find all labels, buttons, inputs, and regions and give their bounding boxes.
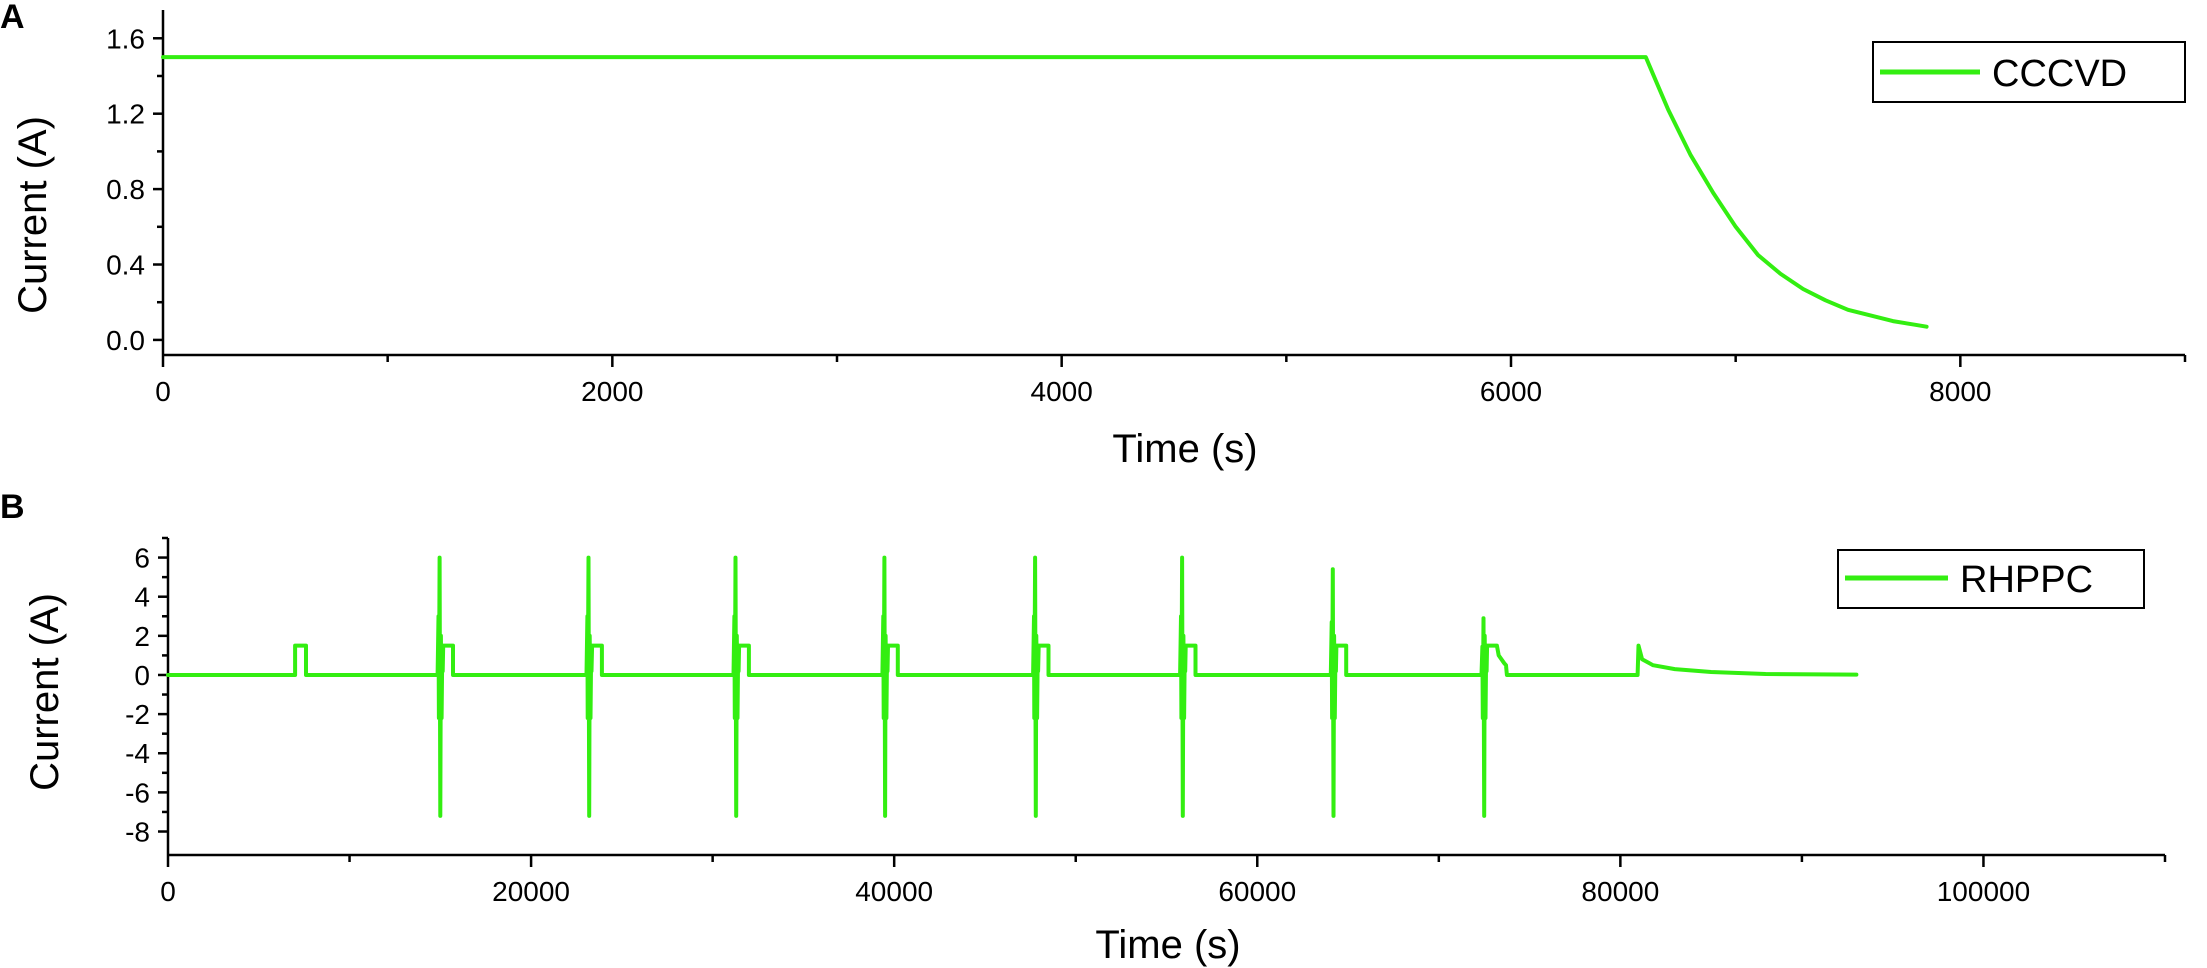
series-line-cccvd xyxy=(161,55,1929,329)
panel-b-x-axis-title: Time (s) xyxy=(1095,923,1240,967)
panel-b-x-tick-label: 100000 xyxy=(1937,876,2030,907)
panel-a-y-tick-label: 0.0 xyxy=(106,325,145,356)
panel-a-axes: 0 2000 4000 6000 8000 0.0 0.4 0.8 1.2 1.6 xyxy=(106,10,2187,407)
panel-a-x-tick-label: 0 xyxy=(155,376,171,407)
panel-a-x-axis-title: Time (s) xyxy=(1112,427,1257,471)
panel-b-axes: 0 20000 40000 60000 80000 100000 -8 -6 -4 -2 0 2 4 6 xyxy=(125,536,2167,907)
panel-b-y-tick-label: -8 xyxy=(125,817,150,848)
panel-b-y-tick-label: -4 xyxy=(125,738,150,769)
panel-a-x-tick-label: 2000 xyxy=(581,376,643,407)
panel-b-x-tick-label: 60000 xyxy=(1218,876,1296,907)
panel-b-legend-label: RHPPC xyxy=(1960,559,2093,601)
panel-b-x-tick-label: 0 xyxy=(160,876,176,907)
panel-b-x-tick-label: 20000 xyxy=(492,876,570,907)
series-line-rhppc xyxy=(166,555,1859,818)
panel-b-x-tick-label: 80000 xyxy=(1581,876,1659,907)
panel-b-label: B xyxy=(0,488,25,526)
panel-b-x-tick-label: 40000 xyxy=(855,876,933,907)
panel-a-chart: A 0 2000 4000 6000 8000 0.0 0.4 0.8 1.2 1.6 CCCVD… xyxy=(0,0,2187,471)
panel-b-y-axis-title: Current (A) xyxy=(23,593,67,791)
panel-a-y-axis-title: Current (A) xyxy=(11,116,55,314)
panel-a-y-tick-label: 0.4 xyxy=(106,250,145,281)
panel-a-legend: CCCVD xyxy=(1872,41,2186,103)
panel-a-x-tick-label: 6000 xyxy=(1480,376,1542,407)
panel-a-y-tick-label: 0.8 xyxy=(106,174,145,205)
panel-a-y-tick-label: 1.6 xyxy=(106,23,145,54)
panel-b-y-tick-label: 4 xyxy=(134,582,150,613)
panel-a-y-tick-label: 1.2 xyxy=(106,99,145,130)
panel-a-label: A xyxy=(0,0,25,36)
panel-b-legend: RHPPC xyxy=(1837,549,2145,609)
panel-a-series xyxy=(161,55,1929,329)
panel-a-x-tick-label: 8000 xyxy=(1929,376,1991,407)
panel-a-x-tick-label: 4000 xyxy=(1031,376,1093,407)
panel-b-series xyxy=(166,555,1859,818)
panel-b-y-tick-label: 2 xyxy=(134,621,150,652)
panel-b-y-tick-label: -2 xyxy=(125,699,150,730)
panel-b-y-tick-label: 0 xyxy=(134,660,150,691)
panel-b-chart: B 0 20000 40000 60000 80000 100000 -8 -6 -4 -2 0 2 4… xyxy=(0,488,2167,967)
panel-a-legend-label: CCCVD xyxy=(1992,53,2127,95)
panel-b-y-tick-label: -6 xyxy=(125,777,150,808)
panel-b-y-tick-label: 6 xyxy=(134,543,150,574)
